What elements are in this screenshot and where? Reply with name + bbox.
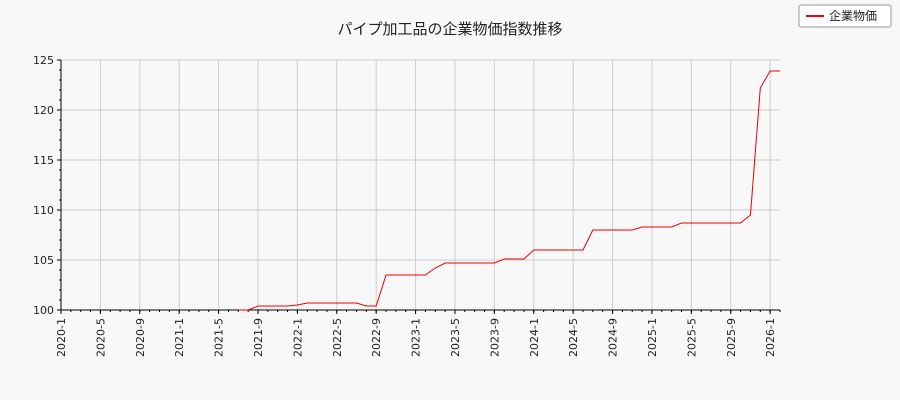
x-tick-label: 2026-1 (764, 318, 777, 357)
y-tick-label: 100 (33, 304, 54, 317)
chart-title: パイプ加工品の企業物価指数推移 (337, 20, 562, 38)
x-tick-label: 2022-9 (370, 318, 383, 357)
x-tick-label: 2020-5 (94, 318, 107, 357)
legend-label: 企業物価 (829, 8, 877, 23)
y-tick-label: 120 (33, 104, 54, 117)
y-tick-label: 125 (33, 54, 54, 67)
x-tick-label: 2020-1 (55, 318, 68, 357)
x-tick-label: 2023-1 (410, 318, 423, 357)
y-tick-label: 115 (33, 154, 54, 167)
x-tick-label: 2023-9 (488, 318, 501, 357)
x-tick-label: 2020-9 (134, 318, 147, 357)
x-tick-label: 2024-5 (567, 318, 580, 357)
axes: 100 105 110 115 120 125 2020-1 2020-5 2020-9 2021… (33, 54, 781, 357)
x-tick-label: 2022-5 (331, 318, 344, 357)
x-tick-label: 2025-1 (646, 318, 659, 357)
legend: 企業物価 (798, 4, 892, 28)
x-tick-label: 2025-5 (685, 318, 698, 357)
series-line-0 (238, 70, 780, 311)
x-tick-label: 2022-1 (291, 318, 304, 357)
grid (60, 59, 780, 311)
x-tick-label: 2021-5 (213, 318, 226, 357)
series-layer (238, 70, 780, 311)
y-tick-label: 105 (33, 254, 54, 267)
x-tick-label: 2021-1 (173, 318, 186, 357)
x-tick-label: 2024-1 (528, 318, 541, 357)
x-tick-label: 2023-5 (449, 318, 462, 357)
x-tick-label: 2025-9 (725, 318, 738, 357)
x-tick-label: 2024-9 (607, 318, 620, 357)
legend-box (798, 4, 892, 28)
x-tick-label: 2021-9 (252, 318, 265, 357)
y-tick-label: 110 (33, 204, 54, 217)
